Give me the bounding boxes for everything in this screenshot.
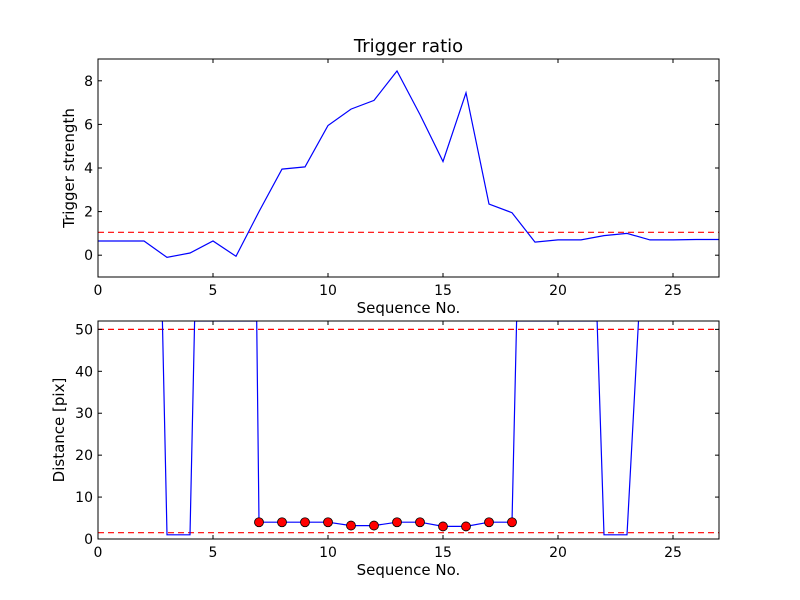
data-point-marker (484, 517, 494, 528)
chart-title: Trigger ratio (353, 36, 463, 57)
y-tick-label: 6 (84, 117, 93, 133)
data-point-marker (254, 517, 264, 528)
data-point-marker (300, 517, 310, 528)
x-tick-label: 5 (209, 545, 218, 561)
x-tick-label: 0 (94, 545, 103, 561)
x-axis-label: Sequence No. (357, 299, 461, 317)
x-tick-label: 15 (434, 545, 452, 561)
y-tick-label: 0 (84, 248, 93, 264)
data-point-marker (438, 521, 448, 532)
data-point-marker (369, 520, 379, 531)
data-point-marker (507, 517, 517, 528)
x-tick-label: 10 (319, 283, 337, 299)
y-tick-label: 10 (75, 490, 93, 506)
data-point-marker (346, 520, 356, 531)
series-line (98, 69, 719, 259)
top-plot: 0 5 10 15 20 25 0 2 4 6 8 Sequence No. Trigger stren… (60, 36, 720, 317)
data-point-marker (323, 517, 333, 528)
x-tick-label: 25 (664, 545, 682, 561)
y-tick-label: 8 (84, 74, 93, 90)
x-tick-label: 20 (549, 545, 567, 561)
y-tick-label: 40 (75, 364, 93, 380)
x-tick-label: 25 (664, 283, 682, 299)
series-line (161, 321, 640, 536)
axes-frame (97, 320, 720, 540)
y-tick-label: 20 (75, 448, 93, 464)
y-axis-label: Trigger strength (60, 108, 78, 229)
data-point-marker (277, 517, 287, 528)
plot-area (98, 69, 719, 259)
y-tick-label: 30 (75, 406, 93, 422)
plot-area (98, 321, 719, 536)
x-tick-label: 0 (94, 283, 103, 299)
x-axis-label: Sequence No. (357, 561, 461, 579)
y-tick-label: 2 (84, 205, 93, 221)
y-tick-label: 0 (84, 532, 93, 548)
x-tick-label: 10 (319, 545, 337, 561)
data-point-marker (415, 517, 425, 528)
y-axis-label: Distance [pix] (50, 378, 68, 483)
data-point-marker (392, 517, 402, 528)
data-point-marker (461, 521, 471, 532)
x-tick-label: 15 (434, 283, 452, 299)
y-tick-label: 50 (75, 322, 93, 338)
y-tick-label: 4 (84, 161, 93, 177)
x-tick-label: 5 (209, 283, 218, 299)
bottom-plot: 0 5 10 15 20 25 0 10 20 30 40 50 Sequence No. Distanc… (50, 320, 720, 579)
x-tick-label: 20 (549, 283, 567, 299)
